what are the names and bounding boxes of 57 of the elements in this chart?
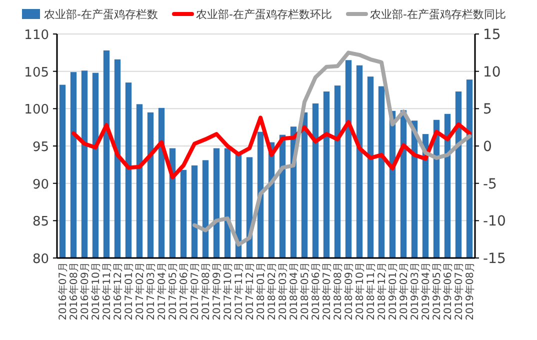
x-tick-label: 2017年04月 (156, 262, 168, 320)
x-tick-label: 2018年05月 (299, 262, 311, 320)
legend-label: 农业部-在产蛋鸡存栏数环比 (196, 8, 332, 21)
x-tick-label: 2017年01月 (123, 262, 135, 320)
x-tick-label: 2018年04月 (288, 262, 300, 320)
x-tick-label: 2017年09月 (211, 262, 223, 320)
y-tick-label: 110 (24, 28, 49, 43)
x-tick-label: 2016年10月 (90, 262, 102, 320)
x-tick-label: 2019年08月 (464, 262, 476, 320)
y2-tick-label: 15 (483, 27, 501, 43)
line-series (192, 50, 472, 247)
x-tick-label: 2018年02月 (266, 262, 278, 320)
y-tick-label: 85 (32, 214, 49, 230)
x-tick-label: 2018年06月 (310, 262, 322, 320)
x-tick-label: 2018年11月 (365, 262, 377, 320)
y2-tick-label: -15 (483, 251, 506, 267)
y2-tick-label: 10 (483, 64, 501, 80)
y-tick-label: 80 (32, 252, 49, 267)
y-tick-label: 90 (32, 177, 49, 192)
y2-tick-label: -10 (483, 214, 506, 230)
y-tick-label: 100 (24, 102, 49, 118)
x-tick-label: 2018年07月 (321, 262, 333, 320)
y-tick-label: 105 (24, 65, 49, 80)
legend-label: 农业部-在产蛋鸡存栏数同比 (370, 8, 506, 21)
x-tick-label: 2017年10月 (222, 262, 234, 320)
x-tick-label: 2016年12月 (112, 262, 124, 320)
x-tick-label: 2017年08月 (200, 262, 212, 320)
x-tick-label: 2016年08月 (68, 262, 80, 320)
x-tick-label: 2018年10月 (354, 262, 366, 320)
line-series (72, 116, 472, 180)
legend-label: 农业部-在产蛋鸡存栏数 (44, 8, 158, 21)
x-tick-label: 2017年11月 (233, 262, 245, 320)
x-tick-label: 2016年11月 (101, 262, 113, 320)
x-tick-label: 2019年03月 (409, 262, 421, 320)
y2-tick-label: -5 (483, 176, 497, 192)
x-tick-label: 2017年07月 (189, 262, 201, 320)
x-tick-label: 2019年04月 (420, 262, 432, 320)
x-tick-label: 2017年12月 (244, 262, 256, 320)
x-tick-label: 2018年12月 (376, 262, 388, 320)
y2-tick-label: 0 (483, 139, 492, 155)
x-tick-label: 2017年03月 (145, 262, 157, 320)
x-tick-label: 2017年06月 (178, 262, 190, 320)
x-tick-label: 2017年02月 (134, 262, 146, 320)
x-tick-label: 2018年08月 (332, 262, 344, 320)
x-tick-label: 2019年06月 (442, 262, 454, 320)
y-tick-label: 95 (32, 140, 49, 155)
x-tick-label: 2019年07月 (453, 262, 465, 320)
x-tick-label: 2017年05月 (167, 262, 179, 320)
x-tick-label: 2016年07月 (57, 262, 69, 320)
x-tick-label: 2019年05月 (431, 262, 443, 320)
y2-tick-label: 5 (483, 102, 492, 118)
x-tick-label: 2018年09月 (343, 262, 355, 320)
x-tick-label: 2016年09月 (79, 262, 91, 320)
x-tick-label: 2019年01月 (387, 262, 399, 320)
x-tick-label: 2019年02月 (398, 262, 410, 320)
x-tick-label: 2018年03月 (277, 262, 289, 320)
x-tick-label: 2018年01月 (255, 262, 267, 320)
